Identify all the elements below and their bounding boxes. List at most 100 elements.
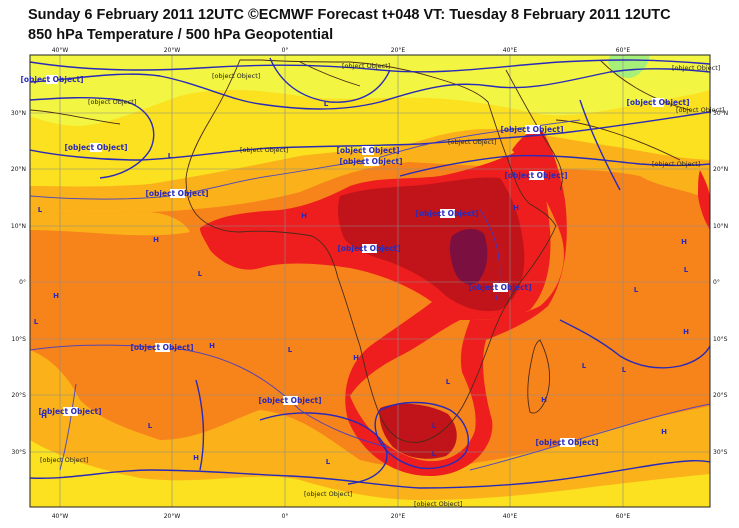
pressure-center-label: L — [324, 100, 329, 108]
geopotential-label: [object Object] — [672, 64, 720, 72]
geopotential-label: [object Object] — [88, 98, 136, 106]
chart-title-line-1: Sunday 6 February 2011 12UTC ©ECMWF Fore… — [28, 7, 671, 23]
svg-text:[object Object]: [object Object] — [145, 189, 208, 198]
graticule — [30, 55, 710, 507]
pressure-center-label: L — [168, 152, 173, 160]
svg-text:[object Object]: [object Object] — [258, 396, 321, 405]
lon-tick-top: 60°E — [616, 47, 631, 54]
pressure-center-label: H — [301, 212, 307, 220]
pressure-center-label: L — [432, 450, 437, 458]
svg-text:[object Object]: [object Object] — [64, 143, 127, 152]
geopotential-label: [object Object] — [414, 500, 462, 508]
lat-tick-left: 20°S — [12, 392, 27, 399]
temperature-labels: [object Object] [object Object] [object … — [20, 75, 690, 447]
pressure-center-label: H — [193, 454, 199, 462]
temp-label-16: [object Object] — [258, 396, 322, 405]
temp-band-20-24-east — [698, 170, 710, 230]
pressure-centers: L H L H L H L L H L H L H L L H L H L L … — [34, 100, 689, 466]
pressure-center-label: L — [446, 378, 451, 386]
lat-tick-right: 0° — [713, 279, 720, 286]
lon-tick-top: 40°E — [503, 47, 518, 54]
pressure-center-label: H — [541, 396, 547, 404]
lat-tick-left: 10°S — [12, 336, 27, 343]
pressure-center-label: L — [582, 362, 587, 370]
svg-text:[object Object]: [object Object] — [535, 438, 598, 447]
geopotential-label: [object Object] — [240, 146, 288, 154]
pressure-center-label: L — [432, 422, 437, 430]
pressure-center-label: L — [34, 318, 39, 326]
pressure-center-label: H — [209, 342, 215, 350]
temp-label-24: [object Object] — [337, 244, 401, 253]
map-area — [30, 55, 710, 507]
lon-tick-bottom: 40°E — [503, 513, 518, 520]
lon-tick-bottom: 20°E — [391, 513, 406, 520]
lon-tick-top: 20°E — [391, 47, 406, 54]
lon-tick-bottom: 60°E — [616, 513, 631, 520]
temp-label-8: [object Object] — [64, 143, 128, 152]
pressure-center-label: L — [634, 286, 639, 294]
svg-text:[object Object]: [object Object] — [130, 343, 193, 352]
lat-tick-left: 30°N — [11, 110, 26, 117]
geopotential-label: [object Object] — [652, 160, 700, 168]
geopotential-label: [object Object] — [342, 62, 390, 70]
pressure-center-label: H — [683, 328, 689, 336]
geopotential-contours — [30, 57, 710, 489]
latitude-labels: 30°N 20°N 10°N 0° 10°S 20°S 30°S 30°N 20… — [11, 110, 728, 456]
lat-tick-right: 30°S — [713, 449, 728, 456]
svg-text:[object Object]: [object Object] — [337, 244, 400, 253]
temp-band-8-12-south — [30, 440, 710, 507]
lat-tick-right: 20°S — [713, 392, 728, 399]
pressure-center-label: H — [53, 292, 59, 300]
pressure-center-label: L — [684, 266, 689, 274]
temp-label-8: [object Object] — [20, 75, 84, 84]
lat-tick-right: 10°S — [713, 336, 728, 343]
pressure-center-label: H — [153, 236, 159, 244]
lat-tick-right: 10°N — [713, 223, 728, 230]
geopotential-labels: [object Object] [object Object] [object … — [40, 62, 724, 508]
lat-tick-left: 10°N — [11, 223, 26, 230]
temp-band-12-16-west — [30, 212, 190, 236]
svg-text:[object Object]: [object Object] — [504, 171, 567, 180]
pressure-center-label: H — [513, 204, 519, 212]
geopotential-label: [object Object] — [676, 106, 724, 114]
temp-label-16: [object Object] — [130, 343, 194, 352]
pressure-center-label: L — [326, 458, 331, 466]
lat-tick-right: 30°N — [713, 110, 728, 117]
temp-band-24-28-south — [379, 403, 457, 459]
pressure-center-label: L — [148, 422, 153, 430]
pressure-center-label: L — [622, 366, 627, 374]
lat-tick-left: 20°N — [11, 166, 26, 173]
pressure-center-label: H — [353, 354, 359, 362]
lat-tick-left: 30°S — [12, 449, 27, 456]
temp-band-4-8-north — [30, 55, 710, 126]
svg-text:[object Object]: [object Object] — [468, 283, 531, 292]
lat-tick-left: 0° — [19, 279, 26, 286]
longitude-labels: 40°W 20°W 0° 20°E 40°E 60°E 40°W 20°W 0°… — [52, 47, 631, 520]
lon-tick-bottom: 20°W — [164, 513, 181, 520]
svg-text:[object Object]: [object Object] — [626, 98, 689, 107]
temp-label-16: [object Object] — [38, 407, 102, 416]
map-frame — [29, 54, 711, 508]
lon-tick-bottom: 40°W — [52, 513, 69, 520]
geopotential-label: [object Object] — [304, 490, 352, 498]
temp-label-16: [object Object] — [145, 189, 209, 198]
pressure-center-label: H — [681, 238, 687, 246]
isotherm-lines — [30, 119, 710, 471]
temp-label-16: [object Object] — [535, 438, 599, 447]
temp-label-8: [object Object] — [626, 98, 690, 107]
temp-label-16: [object Object] — [339, 157, 403, 166]
geopotential-label: [object Object] — [448, 138, 496, 146]
pressure-center-label: H — [661, 428, 667, 436]
svg-text:[object Object]: [object Object] — [20, 75, 83, 84]
lat-tick-right: 20°N — [713, 166, 728, 173]
temp-label-24: [object Object] — [468, 283, 532, 292]
lon-tick-top: 20°W — [164, 47, 181, 54]
pressure-center-label: L — [38, 206, 43, 214]
lon-tick-top: 0° — [282, 47, 289, 54]
lon-tick-bottom: 0° — [282, 513, 289, 520]
temp-label-8: [object Object] — [336, 146, 400, 155]
temp-label-16: [object Object] — [500, 125, 564, 134]
pressure-center-label: H — [41, 412, 47, 420]
svg-text:[object Object]: [object Object] — [415, 209, 478, 218]
